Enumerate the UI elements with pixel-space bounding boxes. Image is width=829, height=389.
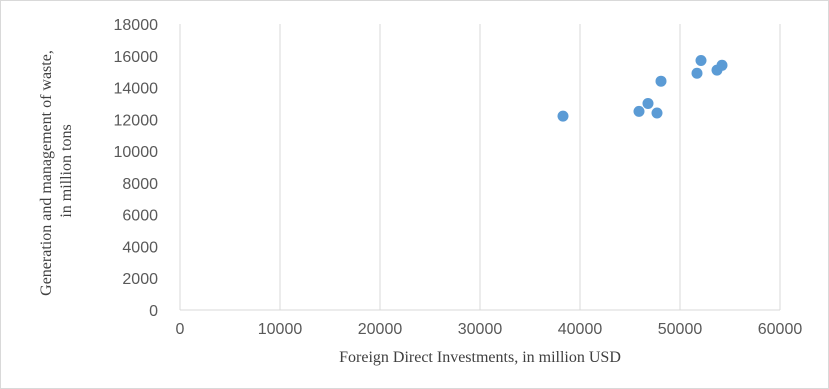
y-tick-label: 0 <box>149 303 158 320</box>
data-point-0 <box>557 110 569 122</box>
x-tick-label: 30000 <box>458 321 503 338</box>
x-axis-ticks: 0 10000 20000 30000 40000 50000 60000 <box>176 321 803 338</box>
data-points <box>557 55 728 122</box>
y-axis-title-line-2: in million tons <box>58 124 75 217</box>
y-tick-label: 18000 <box>114 17 159 34</box>
data-point-5 <box>691 67 703 79</box>
x-axis-title: Foreign Direct Investments, in million U… <box>339 349 621 366</box>
y-axis-title: Generation and management of waste, in m… <box>38 46 75 296</box>
data-point-1 <box>633 105 645 117</box>
y-tick-label: 10000 <box>114 144 159 161</box>
y-tick-label: 2000 <box>122 271 158 288</box>
y-tick-label: 6000 <box>122 208 158 225</box>
y-axis-title-line-1: Generation and management of waste, <box>38 50 55 296</box>
y-tick-label: 14000 <box>114 81 159 98</box>
x-tick-label: 10000 <box>258 321 303 338</box>
x-tick-label: 50000 <box>658 321 703 338</box>
grid-lines <box>179 24 781 310</box>
data-point-6 <box>695 55 707 67</box>
x-tick-label: 0 <box>176 321 185 338</box>
x-tick-label: 20000 <box>358 321 403 338</box>
data-point-8 <box>716 59 728 71</box>
y-tick-label: 12000 <box>114 112 159 129</box>
data-point-4 <box>655 75 667 87</box>
data-point-2 <box>642 97 654 109</box>
x-tick-label: 60000 <box>758 321 803 338</box>
y-tick-label: 16000 <box>114 49 159 66</box>
y-axis-ticks: 0 2000 4000 6000 8000 10000 12000 14000 16000 180… <box>114 17 159 320</box>
x-tick-label: 40000 <box>558 321 603 338</box>
data-point-3 <box>651 107 663 119</box>
y-tick-label: 8000 <box>122 176 158 193</box>
y-tick-label: 4000 <box>122 239 158 256</box>
